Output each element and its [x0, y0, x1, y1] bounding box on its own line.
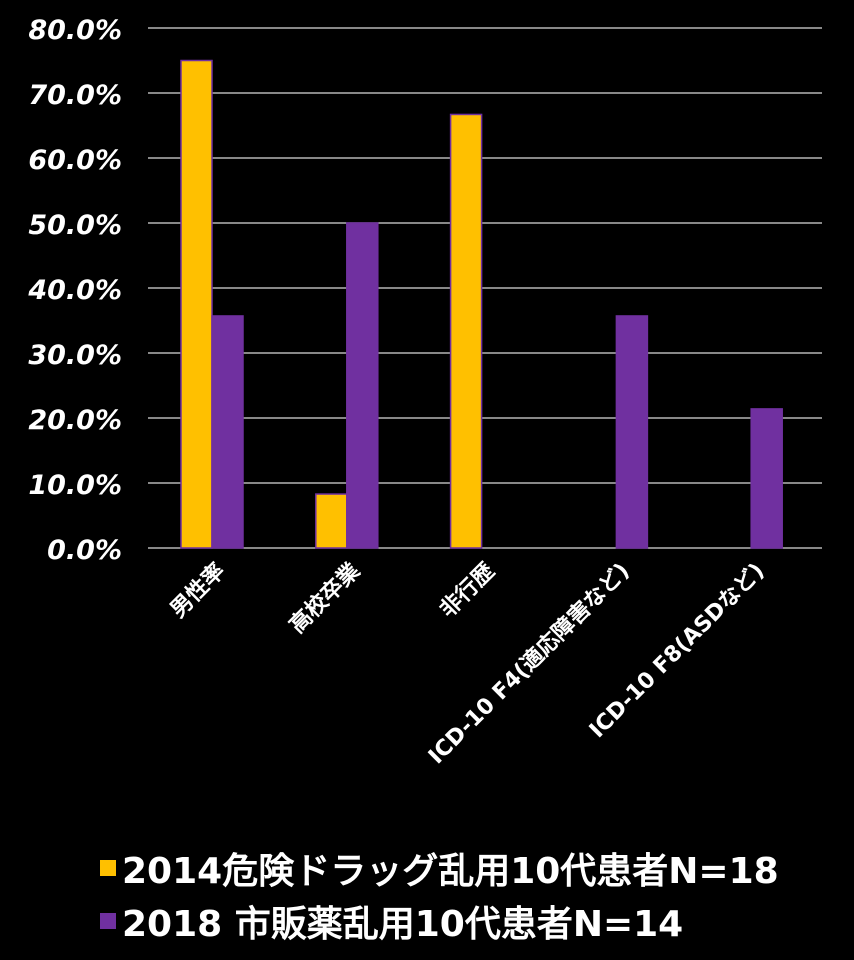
- y-tick-label: 30.0%: [28, 340, 122, 371]
- y-tick-label: 80.0%: [28, 15, 122, 46]
- legend-label-series-2: 2018 市販薬乱用10代患者N=14: [122, 904, 684, 945]
- y-tick-label: 10.0%: [28, 470, 122, 501]
- legend-swatch-series-1: [100, 860, 116, 876]
- bar-series-2-4: [750, 408, 783, 549]
- bar-series-2-1: [346, 222, 379, 549]
- bar-series-2-0: [211, 315, 244, 549]
- x-tick-label: 男性率: [165, 558, 230, 623]
- bar-series-1-1: [315, 493, 348, 549]
- y-tick-label: 20.0%: [28, 405, 122, 436]
- bar-series-1-0: [180, 59, 213, 549]
- y-tick-label: 60.0%: [28, 145, 122, 176]
- y-tick-label: 50.0%: [28, 210, 122, 241]
- y-tick-label: 40.0%: [27, 275, 122, 306]
- x-tick-label: 非行歴: [435, 558, 500, 623]
- gridlines: [148, 27, 822, 549]
- y-tick-label: 0.0%: [47, 535, 122, 566]
- bar-series-1-2: [449, 113, 483, 549]
- legend-label-series-1: 2014危険ドラッグ乱用10代患者N=18: [122, 851, 779, 892]
- legend-swatch-series-2: [100, 913, 116, 929]
- bar-chart: 0.0% 10.0% 20.0% 30.0% 40.0% 50.0% 60.0% 70.0% 8…: [27, 15, 822, 769]
- bar-series-2-3: [615, 315, 649, 549]
- y-tick-label: 70.0%: [28, 80, 122, 111]
- y-axis-ticks: 0.0% 10.0% 20.0% 30.0% 40.0% 50.0% 60.0% 70.0% 8…: [27, 15, 122, 566]
- x-tick-label: 高校卒業: [284, 557, 365, 638]
- legend-item-series-2: 2018 市販薬乱用10代患者N=14: [100, 895, 840, 947]
- legend-item-series-1: 2014危険ドラッグ乱用10代患者N=18: [100, 842, 840, 894]
- bars: [180, 59, 783, 549]
